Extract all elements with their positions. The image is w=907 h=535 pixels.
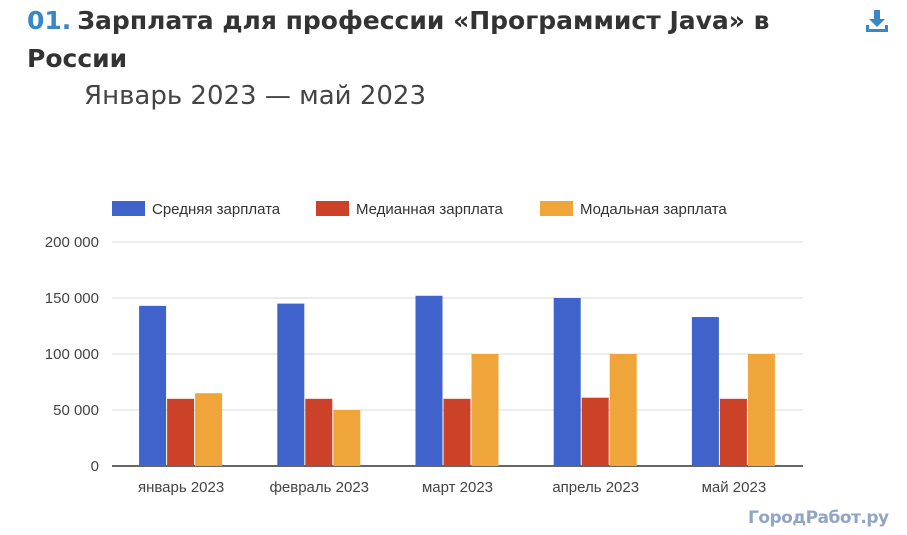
legend: Средняя зарплата Медианная зарплата Модаль… bbox=[112, 201, 727, 218]
gridlines bbox=[112, 241, 803, 467]
legend-label[interactable]: Средняя зарплата bbox=[152, 201, 281, 218]
bar-median[interactable] bbox=[581, 397, 609, 466]
site-watermark: ГородРабот.ру bbox=[748, 508, 889, 528]
download-icon bbox=[866, 10, 888, 32]
bar-modal[interactable] bbox=[609, 354, 637, 466]
bar-modal[interactable] bbox=[195, 393, 223, 466]
x-tick-label: март 2023 bbox=[422, 479, 493, 496]
bar-median[interactable] bbox=[167, 398, 195, 466]
download-button[interactable] bbox=[862, 6, 892, 36]
bar-modal[interactable] bbox=[333, 410, 361, 466]
x-tick-label: апрель 2023 bbox=[552, 479, 639, 496]
legend-swatch[interactable] bbox=[316, 201, 349, 216]
y-tick-label: 150 000 bbox=[45, 290, 99, 307]
title-text: Зарплата для профессии «Программист Java… bbox=[27, 6, 770, 73]
x-tick-label: январь 2023 bbox=[138, 479, 224, 496]
x-tick-label: февраль 2023 bbox=[270, 479, 369, 496]
bars bbox=[139, 295, 775, 466]
bar-median[interactable] bbox=[305, 398, 333, 466]
bar-average[interactable] bbox=[553, 298, 581, 466]
y-tick-label: 200 000 bbox=[45, 234, 99, 251]
title-number: 01. bbox=[27, 6, 72, 35]
x-tick-label: май 2023 bbox=[702, 479, 767, 496]
bar-average[interactable] bbox=[691, 317, 719, 466]
bar-average[interactable] bbox=[277, 303, 305, 466]
bar-modal[interactable] bbox=[747, 354, 775, 466]
legend-swatch[interactable] bbox=[112, 201, 145, 216]
y-tick-label: 0 bbox=[91, 458, 99, 475]
y-tick-label: 50 000 bbox=[53, 402, 99, 419]
chart-subtitle: Январь 2023 — май 2023 bbox=[84, 81, 426, 111]
legend-label[interactable]: Медианная зарплата bbox=[356, 201, 504, 218]
bar-median[interactable] bbox=[719, 398, 747, 466]
y-tick-labels: 0 50 000 100 000 150 000 200 000 bbox=[45, 234, 99, 475]
bar-modal[interactable] bbox=[471, 354, 499, 466]
bar-median[interactable] bbox=[443, 398, 471, 466]
bar-average[interactable] bbox=[415, 295, 443, 466]
x-tick-labels: январь 2023 февраль 2023 март 2023 апрель 2… bbox=[138, 479, 766, 496]
bar-average[interactable] bbox=[139, 305, 167, 466]
legend-label[interactable]: Модальная зарплата bbox=[580, 201, 727, 218]
legend-swatch[interactable] bbox=[540, 201, 573, 216]
y-tick-label: 100 000 bbox=[45, 346, 99, 363]
chart-title: 01. Зарплата для профессии «Программист J… bbox=[27, 2, 847, 78]
